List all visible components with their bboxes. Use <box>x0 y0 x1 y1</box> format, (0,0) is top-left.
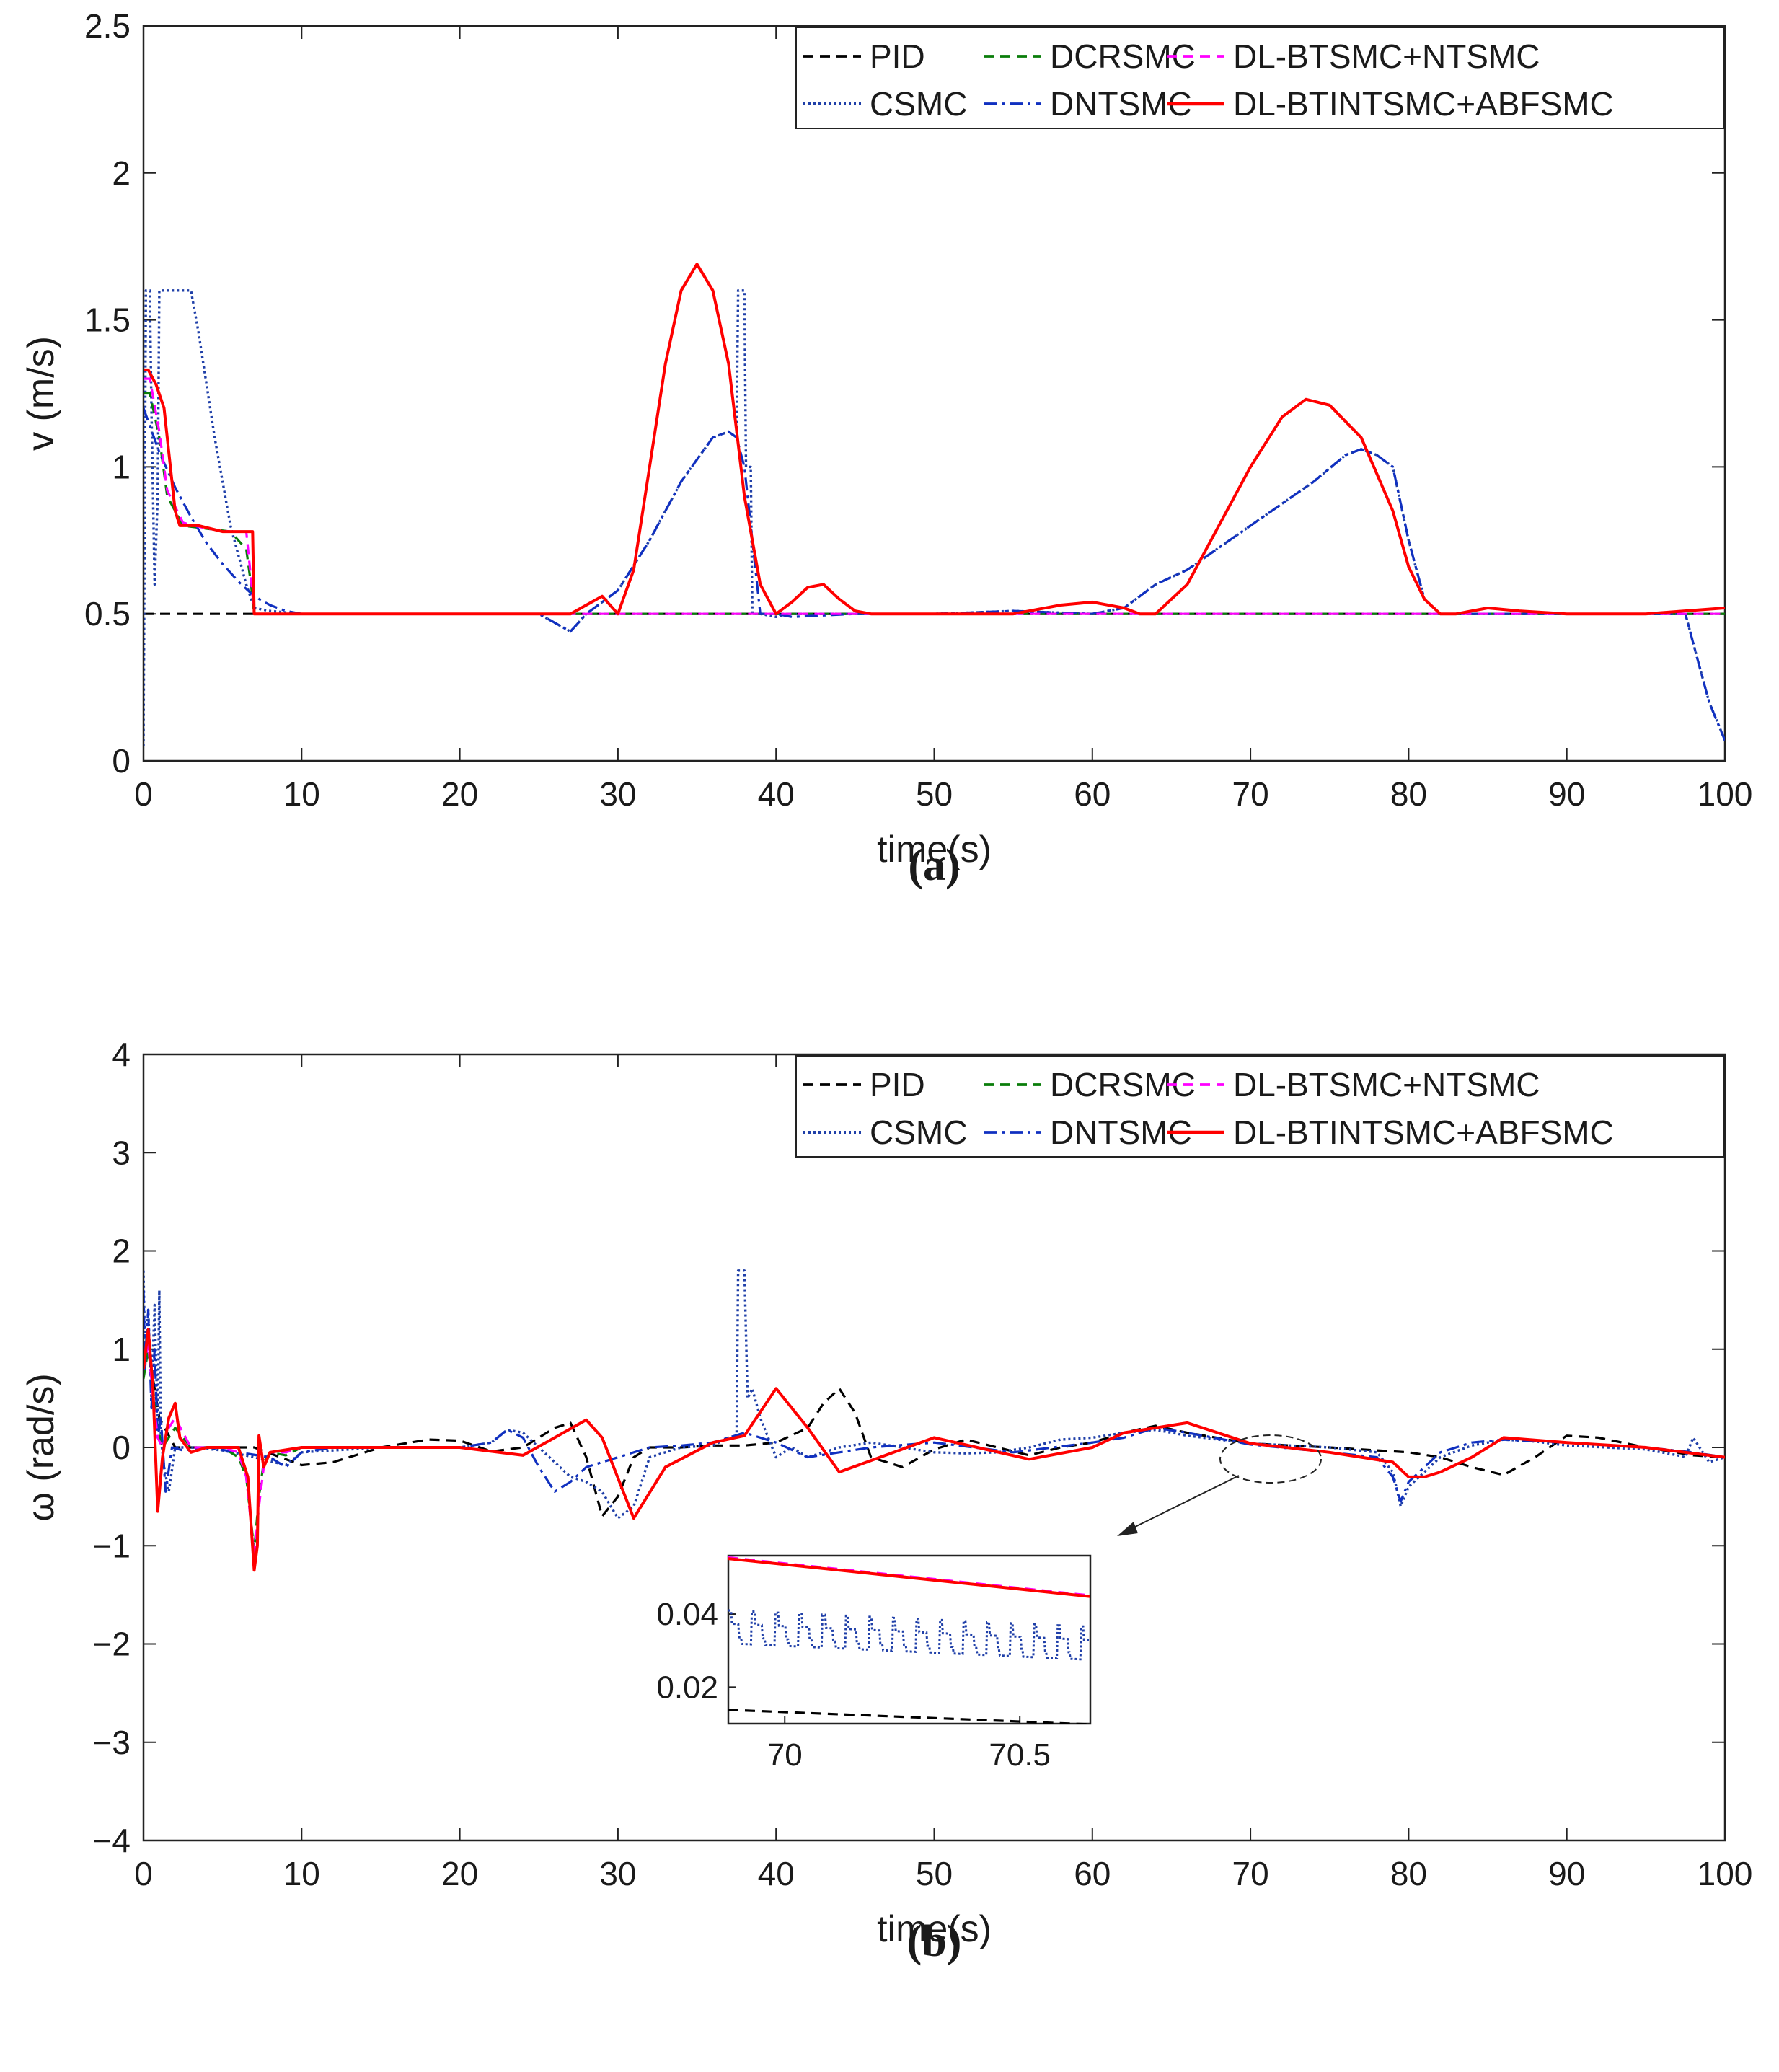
y-tick-label: 0 <box>112 742 131 780</box>
inset-y-tick-label: 0.02 <box>656 1670 718 1705</box>
series-line-dntsmc <box>144 1290 1725 1503</box>
inset-series-line-csmc <box>728 1609 1090 1661</box>
x-tick-label: 0 <box>134 775 153 813</box>
x-tick-label: 60 <box>1074 775 1111 813</box>
y-tick-label: −3 <box>93 1724 131 1761</box>
series-line-dl-btintsmc-abfsmc <box>144 263 1725 616</box>
x-tick-label: 80 <box>1390 1855 1427 1892</box>
legend-entry-dl-btintsmc-abfsmc: DL-BTINTSMC+ABFSMC <box>1233 1114 1614 1151</box>
inset-series-line-dl-btintsmc-abfsmc <box>728 1557 1090 1598</box>
y-tick-label: 2 <box>112 1233 131 1270</box>
inset-x-tick-label: 70.5 <box>989 1737 1051 1773</box>
y-tick-label: 1 <box>112 448 131 485</box>
inset-x-tick-label: 70 <box>767 1737 803 1773</box>
legend-entry-dl-btintsmc-abfsmc: DL-BTINTSMC+ABFSMC <box>1233 85 1614 123</box>
panel-b-angular-velocity-chart: 0 10 20 30 40 50 60 70 80 90 10043210−1−2−3−4time(… <box>20 1036 1752 1966</box>
y-tick-label: 2.5 <box>84 7 131 45</box>
zoom-arrow-head <box>1117 1522 1138 1536</box>
legend-entry-dl-btsmc-ntsmc: DL-BTSMC+NTSMC <box>1233 38 1540 75</box>
inset-series-group <box>728 1556 1090 1724</box>
y-tick-label: −4 <box>93 1822 131 1859</box>
legend-box <box>795 1055 1724 1158</box>
x-tick-label: 30 <box>599 775 636 813</box>
inset-y-tick-label: 0.04 <box>656 1597 718 1632</box>
y-tick-label: 2 <box>112 154 131 192</box>
y-tick-label: −2 <box>93 1626 131 1663</box>
x-tick-label: 10 <box>283 1855 320 1892</box>
x-tick-label: 50 <box>916 1855 953 1892</box>
series-group <box>144 263 1725 746</box>
x-tick-label: 40 <box>758 775 795 813</box>
y-axis-label: ω (rad/s) <box>20 1373 62 1521</box>
legend-entry-pid: PID <box>870 38 925 75</box>
legend-entry-dl-btsmc-ntsmc: DL-BTSMC+NTSMC <box>1233 1066 1540 1103</box>
legend-entry-pid: PID <box>870 1066 925 1103</box>
x-tick-label: 80 <box>1390 775 1427 813</box>
panel-label: (a) <box>908 841 960 890</box>
x-tick-label: 70 <box>1232 1855 1269 1892</box>
x-tick-label: 20 <box>441 1855 478 1892</box>
x-tick-label: 90 <box>1548 775 1585 813</box>
x-tick-label: 70 <box>1232 775 1269 813</box>
x-tick-label: 100 <box>1698 1855 1753 1892</box>
y-tick-label: 0.5 <box>84 595 131 632</box>
panel-label: (b) <box>907 1917 962 1966</box>
y-axis-label: v (m/s) <box>20 336 62 451</box>
inset-series-line-pid <box>728 1709 1090 1724</box>
x-tick-label: 50 <box>916 775 953 813</box>
x-tick-label: 30 <box>599 1855 636 1892</box>
legend-entry-csmc: CSMC <box>870 1114 967 1151</box>
x-tick-label: 60 <box>1074 1855 1111 1892</box>
zoom-arrow-line <box>1124 1475 1240 1533</box>
y-tick-label: 4 <box>112 1036 131 1073</box>
x-tick-label: 10 <box>283 775 320 813</box>
x-tick-label: 100 <box>1698 775 1753 813</box>
y-tick-label: 3 <box>112 1134 131 1171</box>
series-line-pid <box>144 1349 1725 1517</box>
panel-a-velocity-chart: 0 10 20 30 40 50 60 70 80 90 100 0 0.5 1 1.5 2 2.5 time(s… <box>20 7 1752 890</box>
series-group <box>144 1269 1725 1572</box>
x-axis-label: time(s) <box>877 1908 992 1950</box>
y-tick-label: −1 <box>93 1527 131 1564</box>
inset-frame <box>727 1554 1092 1725</box>
x-tick-label: 20 <box>441 775 478 813</box>
legend-entry-csmc: CSMC <box>870 85 967 123</box>
zoom-inset: 70 70.5 0.04 0.02 <box>656 1434 1322 1773</box>
series-line-csmc <box>144 1269 1725 1520</box>
y-tick-label: 1.5 <box>84 301 131 339</box>
x-tick-label: 90 <box>1548 1855 1585 1892</box>
legend-box <box>795 27 1724 129</box>
series-line-csmc <box>144 289 1725 746</box>
y-tick-label: 0 <box>112 1429 131 1466</box>
x-axis-label: time(s) <box>877 829 992 870</box>
x-tick-label: 40 <box>758 1855 795 1892</box>
x-tick-label: 0 <box>134 1855 153 1892</box>
series-line-dl-btintsmc-abfsmc <box>144 1328 1725 1572</box>
y-tick-label: 1 <box>112 1331 131 1368</box>
zoom-region-ellipse <box>1219 1434 1322 1484</box>
